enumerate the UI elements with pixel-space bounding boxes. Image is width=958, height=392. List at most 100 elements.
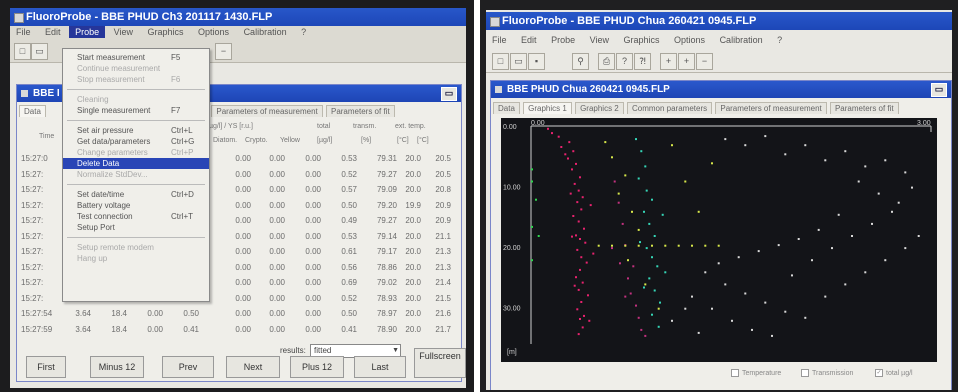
data-point [621,222,624,225]
first-button[interactable]: First [26,356,66,378]
menu-options[interactable]: Options [674,35,706,45]
open-folder-icon[interactable]: ▭ [510,53,527,70]
minus-12-button[interactable]: Minus 12 [90,356,144,378]
data-point [737,256,740,259]
last-button[interactable]: Last [354,356,406,378]
menu-probe[interactable]: Probe [551,35,576,45]
zoom-in-icon[interactable]: + [660,53,677,70]
data-point [551,132,553,135]
doc-icon [21,90,28,97]
menu-item-start-measurement[interactable]: Start measurement F5 [63,52,209,63]
table-row[interactable]: 15:27: 0.00 0.00 0.00 0.61 79.17 20.0 21.3 [21,244,451,260]
menu-file[interactable]: File [492,35,507,45]
table-cell-crypto: 0.00 [269,293,285,303]
remove-icon[interactable]: − [215,43,232,60]
tab-common-parameters[interactable]: Common parameters [626,102,713,114]
menu-view[interactable]: View [113,27,133,37]
table-cell-time: 15:27:0 [21,154,48,164]
header-ext-unit: [°C] [397,137,409,144]
checkbox-total[interactable]: ✓ total µg/l [875,369,913,377]
table-row[interactable]: 15:27: 0.00 0.00 0.00 0.53 79.14 20.0 21.1 [21,229,451,245]
add-icon[interactable]: + [678,53,695,70]
table-row[interactable]: 15:27:59 3.64 18.4 0.00 0.41 0.00 0.00 0.00 0.41… [21,322,451,338]
table-row[interactable]: 15:27:54 3.64 18.4 0.00 0.50 0.00 0.00 0.00 0.50… [21,306,451,322]
tab-parameters-of-measurement[interactable]: Parameters of measurement [211,105,323,117]
new-file-icon[interactable]: □ [14,43,31,60]
remove-icon[interactable]: − [696,53,713,70]
tab-parameters-of-fit[interactable]: Parameters of fit [829,102,899,114]
table-cell-time: 15:27: [21,278,44,288]
table-row[interactable]: 15:27: 0.00 0.00 0.00 0.56 78.86 20.0 21.3 [21,260,451,276]
menu-item-single-measurement[interactable]: Single measurement F7 [63,105,209,116]
plus-12-button[interactable]: Plus 12 [290,356,344,378]
tab-graphics-2[interactable]: Graphics 2 [575,102,624,114]
checkbox-temperature[interactable]: Temperature [731,369,781,377]
table-cell-transm: 79.31 [376,154,397,164]
menu-item-setup-port[interactable]: Setup Port [63,222,209,233]
data-point [560,146,563,148]
data-point [711,162,713,165]
data-point [724,283,727,286]
open-folder-icon[interactable]: ▭ [31,43,48,60]
prev-button[interactable]: Prev [162,356,214,378]
menu-edit[interactable]: Edit [521,35,537,45]
menu-item-continue-measurement[interactable]: Continue measurement [63,63,209,74]
menu-item-set-date-time[interactable]: Set date/time Ctrl+D [63,189,209,200]
data-point [697,331,700,334]
table-cell-transm: 78.90 [376,324,397,334]
menu-file[interactable]: File [16,27,31,37]
menu-item-battery-voltage[interactable]: Battery voltage [63,200,209,211]
menu-calibration[interactable]: Calibration [243,27,287,37]
table-row[interactable]: 15:27: 0.00 0.00 0.00 0.50 79.20 19.9 20.9 [21,198,451,214]
menu-item-shortcut: F6 [171,75,181,84]
menu-view[interactable]: View [589,35,609,45]
menu-help[interactable]: ? [301,27,307,37]
data-point [588,319,591,322]
tab-graphics-1[interactable]: Graphics 1 [523,102,572,114]
menu-item-hang-up[interactable]: Hang up [63,253,209,264]
print-icon[interactable]: ⎙ [598,53,615,70]
table-row[interactable]: 15:27: 0.00 0.00 0.00 0.57 79.09 20.0 20.8 [21,182,451,198]
data-point [611,247,613,250]
menu-item-test-connection[interactable]: Test connection Ctrl+T [63,211,209,222]
tab-parameters-of-measurement[interactable]: Parameters of measurement [715,102,827,114]
data-point [531,259,533,262]
menu-item-normalize-stddev[interactable]: Normalize StdDev... [63,169,209,180]
menu-help[interactable]: ? [777,35,783,45]
menu-item-cleaning[interactable]: Cleaning [63,94,209,105]
menu-item-change-parameters[interactable]: Change parameters Ctrl+P [63,147,209,158]
table-row[interactable]: 15:27: 0.00 0.00 0.00 0.49 79.27 20.0 20.9 [21,213,451,229]
tab-parameters-of-fit[interactable]: Parameters of fit [325,105,395,117]
probe-icon[interactable]: ⚲ [572,53,589,70]
menu-item-get-data-parameters[interactable]: Get data/parameters Ctrl+G [63,136,209,147]
help-icon[interactable]: ? [616,53,633,70]
save-icon[interactable]: ▪ [528,53,545,70]
menu-options[interactable]: Options [198,27,230,37]
menu-edit[interactable]: Edit [45,27,61,37]
menu-graphics[interactable]: Graphics [623,35,660,45]
menu-item-set-air-pressure[interactable]: Set air pressure Ctrl+L [63,125,209,136]
new-file-icon[interactable]: □ [492,53,509,70]
menu-graphics[interactable]: Graphics [147,27,184,37]
table-row[interactable]: 15:27: 0.00 0.00 0.00 0.69 79.02 20.0 21.4 [21,275,451,291]
data-point [659,301,661,304]
table-row[interactable]: 15:27: 0.00 0.00 0.00 0.52 78.93 20.0 21.5 [21,291,451,307]
table-cell-diatom: 0.00 [235,293,251,303]
fullscreen-button[interactable]: Fullscreen [414,348,466,378]
menu-item-delete-data[interactable]: Delete Data [63,158,209,169]
next-button[interactable]: Next [226,356,280,378]
minimize-icon[interactable]: ▭ [441,87,457,101]
menu-item-label: Delete Data [77,159,120,168]
data-point [627,277,629,280]
menu-item-stop-measurement[interactable]: Stop measurement F6 [63,74,209,85]
tab-data[interactable]: Data [493,102,520,114]
menu-calibration[interactable]: Calibration [719,35,763,45]
table-row[interactable]: 15:27: 0.00 0.00 0.00 0.52 79.27 20.0 20.5 [21,167,451,183]
minimize-icon[interactable]: ▭ [931,83,947,97]
menu-item-setup-remote-modem[interactable]: Setup remote modem [63,242,209,253]
checkbox-transmission[interactable]: Transmission [801,369,853,377]
context-help-icon[interactable]: ⁈ [634,53,651,70]
menu-probe[interactable]: Probe [69,26,106,38]
tab-data[interactable]: Data [19,105,46,117]
table-row[interactable]: 15:27:0 0.00 0.00 0.00 0.53 79.31 20.0 20.5 [21,151,451,167]
